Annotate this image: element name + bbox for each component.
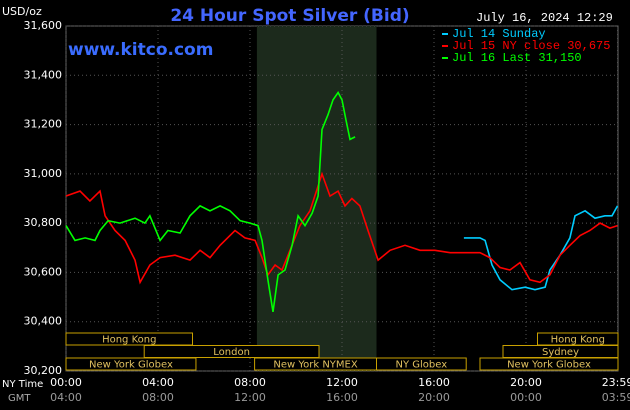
timestamp: July 16, 2024 12:29 xyxy=(476,11,613,25)
x-tick-label: 20:00 xyxy=(510,376,542,389)
session-label: NY Globex xyxy=(396,360,448,371)
session-box xyxy=(143,345,320,358)
session-label: Sydney xyxy=(542,347,579,358)
session-label: Hong Kong xyxy=(551,335,605,346)
x2-tick-label: 04:00 xyxy=(50,391,82,404)
x-tick-label: 08:00 xyxy=(234,376,266,389)
y-tick-label: 31,200 xyxy=(24,118,63,131)
y-tick-label: 31,600 xyxy=(24,19,63,32)
series-line xyxy=(65,171,618,285)
series-line xyxy=(463,205,619,291)
y-axis-label: USD/oz xyxy=(2,5,42,18)
session-label: New York NYMEX xyxy=(273,360,358,371)
session-box xyxy=(537,332,619,346)
session-label: New York Globex xyxy=(507,360,591,371)
x-tick-label: 23:59 xyxy=(602,376,630,389)
x2-tick-label: 03:59 xyxy=(602,391,630,404)
session-label: London xyxy=(213,347,250,358)
y-tick-label: 30,800 xyxy=(24,216,63,229)
x-tick-label: 16:00 xyxy=(418,376,450,389)
y-tick-label: 30,200 xyxy=(24,364,63,377)
watermark: www.kitco.com xyxy=(68,40,213,60)
legend-entry: Jul 16 Last 31,150 xyxy=(452,51,582,65)
x-tick-label: 00:00 xyxy=(50,376,82,389)
x-tick-label: 12:00 xyxy=(326,376,358,389)
x2-tick-label: 20:00 xyxy=(418,391,450,404)
y-tick-label: 31,000 xyxy=(24,167,63,180)
session-box xyxy=(65,357,197,371)
y-tick-label: 30,600 xyxy=(24,265,63,278)
chart-title: 24 Hour Spot Silver (Bid) xyxy=(170,6,409,26)
x2-tick-label: 16:00 xyxy=(326,391,358,404)
legend-entry: Jul 14 Sunday xyxy=(452,27,546,41)
x-axis-label: NY Time xyxy=(2,379,43,390)
session-label: New York Globex xyxy=(89,360,173,371)
x-tick-label: 04:00 xyxy=(142,376,174,389)
series-line xyxy=(65,90,356,313)
y-tick-label: 31,400 xyxy=(24,68,63,81)
y-tick-label: 30,400 xyxy=(24,315,63,328)
x2-axis-label: GMT xyxy=(8,393,31,404)
legend-entry: Jul 15 NY close 30,675 xyxy=(452,39,610,53)
session-box xyxy=(65,332,193,346)
session-label: Hong Kong xyxy=(102,335,156,346)
x2-tick-label: 08:00 xyxy=(142,391,174,404)
x2-tick-label: 12:00 xyxy=(234,391,266,404)
x2-tick-label: 00:00 xyxy=(510,391,542,404)
session-box xyxy=(376,357,467,371)
